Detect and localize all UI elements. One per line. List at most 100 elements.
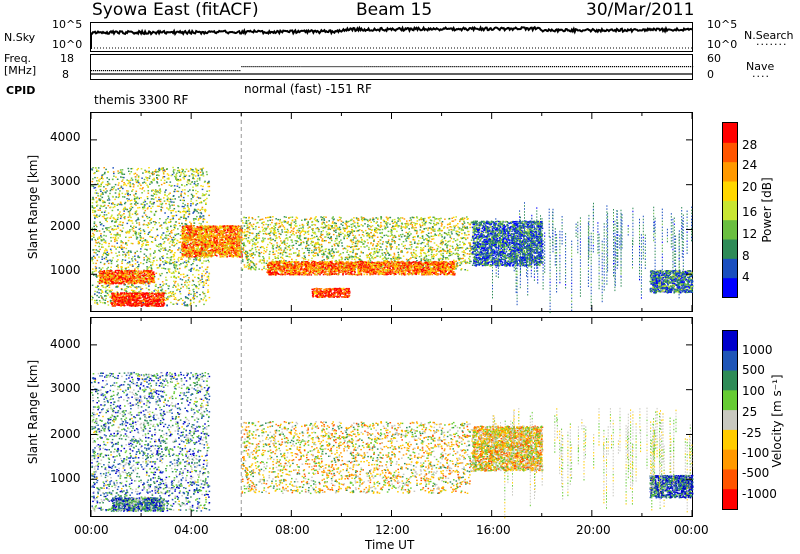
heatmap-cell <box>198 301 201 303</box>
heatmap-cell <box>201 194 204 197</box>
heatmap-cell <box>102 181 104 183</box>
heatmap-cell <box>127 193 129 195</box>
heatmap-cell <box>186 236 188 238</box>
heatmap-cell <box>140 262 142 264</box>
heatmap-cell <box>145 277 148 280</box>
heatmap-cell <box>154 221 156 223</box>
heatmap-cell <box>95 249 98 251</box>
heatmap-cell <box>192 288 195 291</box>
heatmap-cell <box>132 276 135 278</box>
heatmap-cell <box>126 285 128 288</box>
heatmap-cell <box>193 210 196 212</box>
heatmap-cell <box>140 203 143 205</box>
heatmap-cell <box>120 176 122 178</box>
heatmap-cell <box>169 295 172 297</box>
heatmap-cell <box>158 246 160 248</box>
heatmap-cell <box>192 189 194 192</box>
heatmap-cell <box>134 255 136 257</box>
heatmap-cell <box>115 228 118 230</box>
heatmap-cell <box>119 217 122 220</box>
heatmap-cell <box>170 220 172 223</box>
heatmap-cell <box>123 176 125 179</box>
heatmap-cell <box>176 179 178 181</box>
heatmap-cell <box>114 236 117 238</box>
heatmap-cell <box>132 186 135 188</box>
heatmap-cell <box>146 275 149 277</box>
heatmap-cell <box>179 251 182 254</box>
heatmap-cell <box>137 181 140 184</box>
heatmap-cell <box>97 288 100 290</box>
heatmap-cell <box>120 244 123 247</box>
freq-unit: [MHz] <box>4 64 36 77</box>
heatmap-cell <box>103 283 106 285</box>
heatmap-cell <box>103 252 105 254</box>
heatmap-cell <box>104 171 106 174</box>
heatmap-cell <box>159 295 162 298</box>
heatmap-cell <box>96 254 99 256</box>
heatmap-cell <box>96 204 99 206</box>
heatmap-cell <box>141 192 143 194</box>
heatmap-cell <box>122 250 124 253</box>
heatmap-cell <box>136 174 138 176</box>
heatmap-cell <box>182 199 184 201</box>
heatmap-cell <box>185 251 188 254</box>
heatmap-cell <box>134 305 137 307</box>
heatmap-cell <box>159 298 161 300</box>
heatmap-cell <box>162 294 165 296</box>
heatmap-cell <box>192 174 195 176</box>
heatmap-cell <box>154 298 156 301</box>
heatmap-cell <box>143 271 146 273</box>
heatmap-cell <box>113 175 115 177</box>
heatmap-cell <box>172 236 175 239</box>
heatmap-cell <box>158 200 161 202</box>
heatmap-cell <box>201 250 204 252</box>
heatmap-cell <box>180 230 182 233</box>
heatmap-cell <box>107 301 109 303</box>
heatmap-cell <box>171 232 173 234</box>
heatmap-cell <box>113 295 116 298</box>
heatmap-cell <box>96 291 99 293</box>
heatmap-cell <box>141 244 144 246</box>
heatmap-cell <box>91 239 93 241</box>
heatmap-cell <box>236 239 238 242</box>
heatmap-cell <box>160 203 163 206</box>
heatmap-cell <box>208 238 211 241</box>
heatmap-cell <box>120 247 122 249</box>
heatmap-cell <box>114 192 117 194</box>
heatmap-cell <box>161 227 163 229</box>
heatmap-cell <box>191 168 193 171</box>
heatmap-cell <box>143 272 146 275</box>
heatmap-cell <box>155 190 157 193</box>
heatmap-cell <box>200 211 202 214</box>
heatmap-cell <box>174 267 176 269</box>
heatmap-cell <box>97 182 99 185</box>
heatmap-cell <box>139 280 142 283</box>
heatmap-cell <box>189 169 192 171</box>
heatmap-cell <box>188 248 190 250</box>
heatmap-cell <box>186 244 188 247</box>
heatmap-cell <box>103 250 106 252</box>
heatmap-cell <box>156 259 158 262</box>
heatmap-cell <box>206 279 208 281</box>
heatmap-cell <box>136 222 138 224</box>
heatmap-cell <box>128 170 130 172</box>
heatmap-cell <box>159 259 162 261</box>
heatmap-cell <box>203 297 206 299</box>
heatmap-cell <box>141 281 143 283</box>
heatmap-cell <box>142 187 144 189</box>
heatmap-cell <box>99 209 101 211</box>
heatmap-cell <box>166 298 169 300</box>
heatmap-cell <box>165 292 168 295</box>
heatmap-cell <box>125 297 127 300</box>
heatmap-cell <box>177 288 179 290</box>
heatmap-cell <box>116 300 118 302</box>
heatmap-cell <box>174 224 176 226</box>
heatmap-cell <box>139 250 142 253</box>
heatmap-cell <box>152 292 154 294</box>
heatmap-cell <box>101 267 104 269</box>
heatmap-cell <box>169 263 171 265</box>
heatmap-cell <box>199 209 201 211</box>
heatmap-cell <box>174 234 177 237</box>
heatmap-cell <box>156 305 158 307</box>
heatmap-cell <box>146 215 148 218</box>
